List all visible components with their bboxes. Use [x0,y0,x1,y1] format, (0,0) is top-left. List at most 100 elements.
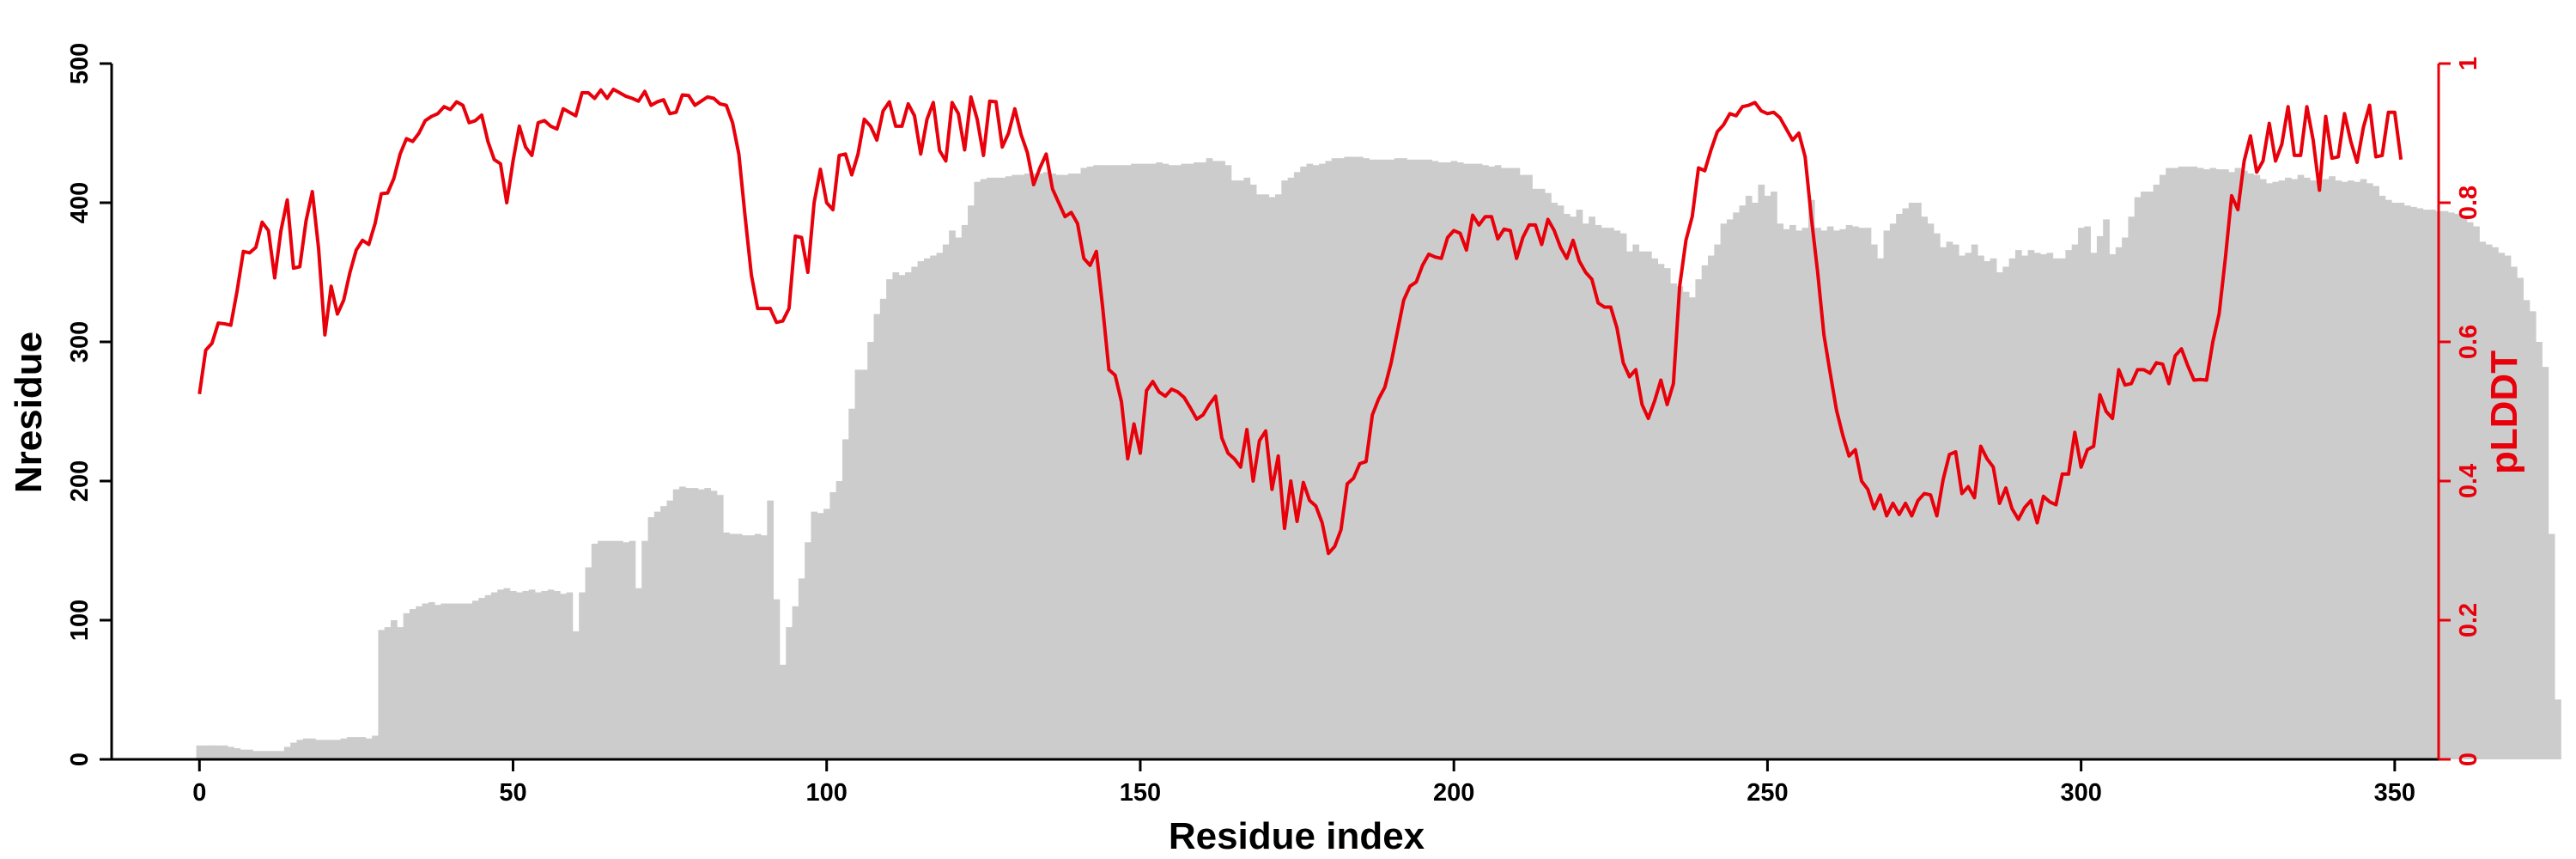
residue-bar [1921,216,1929,759]
residue-bar [1224,165,1232,759]
x-tick-label: 300 [2060,779,2101,807]
residue-bar [623,542,630,759]
residue-bar [2065,250,2073,760]
residue-bar [2266,183,2273,759]
residue-bar [397,627,404,759]
residue-bar [2529,311,2537,759]
residue-bar [2422,210,2430,760]
residue-bar [610,540,617,759]
residue-bar [2454,213,2461,759]
residue-bar [434,605,441,759]
residue-bar [604,540,611,759]
residue-bar [2479,241,2487,759]
residue-bar [761,535,768,759]
residue-bar [2548,533,2555,759]
residue-bar [1475,163,1483,759]
residue-bar [685,488,693,759]
residue-bar [2473,226,2480,759]
residue-bar [710,490,718,759]
y-right-tick-label: 0.6 [2455,325,2482,359]
residue-bar [440,603,448,759]
residue-bar [1619,233,1627,759]
residue-bar [1181,163,1188,759]
residue-bar [1162,163,1170,759]
residue-bar [585,567,592,759]
residue-bar [1005,176,1012,760]
residue-bar [1030,173,1037,760]
residue-bar [416,606,422,759]
residue-bar [1312,165,1320,759]
residue-bar [2523,300,2530,759]
residue-bar [2033,253,2041,759]
residue-bar [917,261,925,759]
residue-bar [1331,158,1339,759]
residue-bar [936,253,944,759]
residue-bar [716,495,724,759]
x-tick-label: 200 [1433,779,1474,807]
residue-bar [1933,233,1941,759]
residue-bar [384,627,392,759]
residue-bar [860,369,868,759]
residue-bar [2498,253,2506,759]
residue-bar [478,598,486,759]
residue-bar [1437,162,1445,759]
residue-bar [2403,205,2411,760]
residue-bar [2416,208,2424,760]
residue-bar [1513,168,1521,759]
residue-bar [2335,180,2342,759]
x-tick-label: 50 [499,779,526,807]
residue-bar [1388,159,1395,759]
residue-bar [315,740,323,759]
residue-bar [1482,165,1489,759]
residue-bar [1143,163,1151,759]
residue-bar [1632,244,1640,760]
residue-bar [2379,195,2386,759]
residue-bar [1319,163,1326,759]
residue-bar [1978,255,1984,759]
residue-bar [353,737,360,759]
residue-bar [240,749,247,759]
residue-bar [465,603,473,759]
residue-bar [2090,253,2098,759]
residue-bar [1187,163,1194,759]
residue-bar [1450,161,1458,759]
residue-bar [2247,173,2254,760]
residue-bar [767,500,775,759]
residue-bar [779,664,787,759]
residue-bar [1042,172,1050,760]
residue-bar [1067,173,1075,760]
residue-bar [2341,181,2348,759]
residue-bar [1965,253,1972,759]
residue-bar [553,590,561,759]
residue-bar [1651,258,1658,759]
residue-bar [598,540,605,759]
residue-bar [1845,224,1853,759]
residue-bar [1689,297,1696,759]
residue-bar [898,275,906,759]
residue-bar [867,342,874,759]
residue-bar [2103,219,2110,759]
residue-bar [1175,165,1182,759]
residue-bar [1720,223,1728,759]
residue-bar [509,590,517,759]
residue-bar [453,603,460,759]
residue-bar [2184,166,2191,759]
residue-bar [1080,168,1088,759]
residue-bar [961,224,969,759]
y-left-axis-title: Nresidue [8,332,50,493]
residue-bar [1419,159,1426,759]
residue-bar [1613,230,1621,759]
residue-bar [1118,165,1126,759]
residue-bar [999,177,1006,760]
residue-bar [209,745,216,759]
residue-bar [1996,272,2003,759]
residue-bar [2555,699,2561,759]
residue-bar [2109,253,2117,759]
residue-bar [1469,163,1477,759]
residue-bar [2360,179,2367,759]
residue-bar [2297,174,2305,760]
residue-bar [1036,173,1044,760]
residue-bar [2348,180,2354,759]
residue-bar [2310,180,2317,759]
residue-bar [1870,244,1878,760]
